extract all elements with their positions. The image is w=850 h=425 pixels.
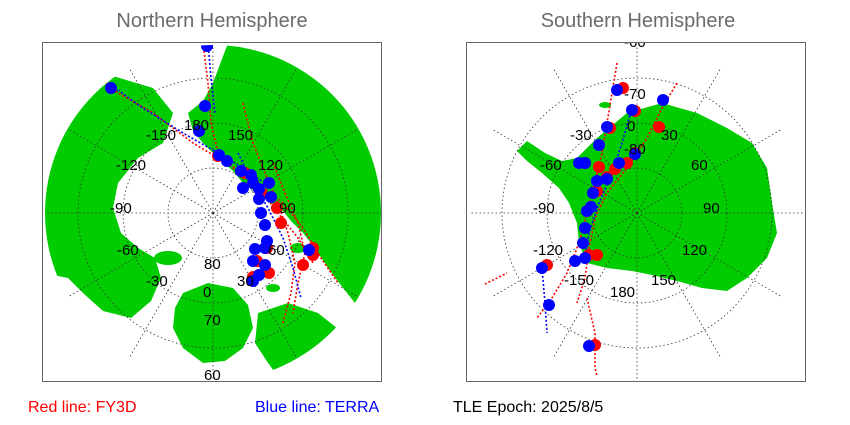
south-polar-map: 0 30 60 90 120 150 180 -150 -120 -90 -60… — [469, 43, 805, 381]
north-terra-tracks — [107, 45, 302, 299]
north-map-frame: -150 -120 -90 -60 -30 0 30 60 90 120 150… — [42, 42, 382, 383]
south-lat-label: -80 — [624, 141, 646, 158]
south-island — [599, 102, 611, 108]
south-lon-label: 120 — [682, 242, 707, 259]
north-latitude-labels: 80 70 60 — [204, 256, 221, 383]
legend-fy3d: Red line: FY3D — [28, 399, 137, 416]
south-lon-label: 90 — [703, 200, 720, 217]
north-lon-label: 180 — [184, 117, 209, 134]
south-lon-label: -30 — [570, 127, 592, 144]
north-landmass-europe — [255, 303, 363, 381]
south-map-frame: 0 30 60 90 120 150 180 -150 -120 -90 -60… — [466, 42, 806, 382]
north-lon-label: -120 — [116, 157, 146, 174]
north-lat-label: 80 — [204, 256, 221, 273]
south-lon-label: -60 — [540, 157, 562, 174]
south-longitude-labels: 0 30 60 90 120 150 180 -150 -120 -90 -60… — [533, 118, 720, 301]
north-lon-label: -60 — [117, 242, 139, 259]
north-lon-label: 60 — [268, 242, 285, 259]
north-lon-label: 150 — [228, 127, 253, 144]
north-island — [154, 251, 182, 265]
north-polar-map: -150 -120 -90 -60 -30 0 30 60 90 120 150… — [45, 45, 381, 383]
north-landmass-greenland — [173, 283, 253, 363]
north-lon-label: 120 — [258, 157, 283, 174]
north-longitude-labels: -150 -120 -90 -60 -30 0 30 60 90 120 150… — [110, 117, 296, 301]
south-lon-label: 0 — [627, 118, 635, 135]
south-graticule — [469, 45, 805, 381]
legend-terra: Blue line: TERRA — [255, 399, 380, 416]
north-lat-label: 70 — [204, 312, 221, 329]
tle-epoch: TLE Epoch: 2025/8/5 — [453, 399, 604, 416]
north-graticule — [45, 45, 381, 381]
south-lon-label: 150 — [651, 272, 676, 289]
south-lon-label: 180 — [610, 284, 635, 301]
north-island — [266, 284, 280, 292]
north-lat-label: 60 — [204, 367, 221, 383]
south-lon-label: -150 — [564, 272, 594, 289]
south-lon-label: 30 — [661, 127, 678, 144]
south-latitude-labels: -60 -70 -80 — [624, 43, 646, 158]
south-terra-tracks — [541, 107, 633, 334]
north-lon-label: 90 — [279, 200, 296, 217]
south-lon-label: -120 — [533, 242, 563, 259]
north-landmass-america — [45, 73, 173, 318]
south-lat-label: -60 — [624, 43, 646, 51]
north-title: Northern Hemisphere — [116, 10, 308, 32]
north-lon-label: -150 — [146, 127, 176, 144]
south-title: Southern Hemisphere — [540, 10, 736, 32]
north-lon-label: 0 — [203, 284, 211, 301]
north-island — [223, 109, 243, 121]
north-lon-label: -30 — [146, 273, 168, 290]
south-lon-label: -90 — [533, 200, 555, 217]
north-lon-label: -90 — [110, 200, 132, 217]
south-lat-label: -70 — [624, 86, 646, 103]
south-terra-points — [536, 84, 669, 352]
north-terra-points — [105, 45, 315, 287]
south-lon-label: 60 — [691, 157, 708, 174]
north-lon-label: 30 — [237, 273, 254, 290]
